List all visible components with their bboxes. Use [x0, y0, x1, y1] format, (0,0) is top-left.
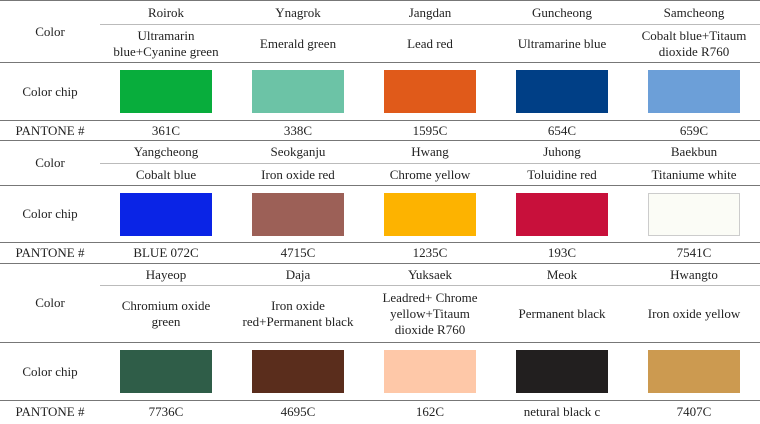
- color-chip: [516, 192, 608, 236]
- pigment-name: Meok: [496, 263, 628, 286]
- table-row: PANTONE # BLUE 072C 4715C 1235C 193C 7541C: [0, 242, 760, 264]
- pigment-composition: Iron oxide red+Permanent black: [232, 285, 364, 343]
- pigment-name: Jangdan: [364, 0, 496, 25]
- pigment-composition: Toluidine red: [496, 163, 628, 186]
- color-chip: [384, 350, 476, 393]
- pigment-composition: Iron oxide red: [232, 163, 364, 186]
- row-label: PANTONE #: [0, 242, 100, 264]
- chip-cell: [496, 342, 628, 401]
- color-chip: [648, 70, 740, 113]
- pigment-composition: Iron oxide yellow: [628, 285, 760, 343]
- table-row: Color chip: [0, 62, 760, 121]
- chip-cell: [628, 185, 760, 243]
- pigment-composition: Chromium oxide green: [100, 285, 232, 343]
- pantone-code: 1595C: [364, 120, 496, 141]
- color-chip: [384, 192, 476, 236]
- chip-cell: [100, 342, 232, 401]
- table-row: Color chip: [0, 342, 760, 401]
- pigment-name: Hwang: [364, 140, 496, 164]
- pantone-code: 654C: [496, 120, 628, 141]
- color-chip: [252, 70, 344, 113]
- pigment-name: Hwangto: [628, 263, 760, 286]
- row-label: PANTONE #: [0, 400, 100, 424]
- pigment-composition: Emerald green: [232, 24, 364, 63]
- table-row: Color Yangcheong Seokganju Hwang Juhong Baekb…: [0, 140, 760, 186]
- pantone-code: 162C: [364, 400, 496, 424]
- pantone-code: 659C: [628, 120, 760, 141]
- table-row: Color Roirok Ynagrok Jangdan Guncheong Samche…: [0, 0, 760, 63]
- pigment-name: Guncheong: [496, 0, 628, 25]
- pigment-composition: Cobalt blue: [100, 163, 232, 186]
- chip-cell: [628, 342, 760, 401]
- color-chip: [648, 192, 740, 236]
- pigment-name: Yangcheong: [100, 140, 232, 164]
- color-chip: [252, 192, 344, 236]
- pigment-name: Juhong: [496, 140, 628, 164]
- pigment-name: Hayeop: [100, 263, 232, 286]
- pantone-code: 193C: [496, 242, 628, 264]
- chip-cell: [100, 62, 232, 121]
- row-label: Color: [0, 0, 100, 63]
- chip-cell: [232, 342, 364, 401]
- row-label: Color: [0, 140, 100, 186]
- chip-cell: [232, 185, 364, 243]
- chip-cell: [364, 185, 496, 243]
- pantone-code: 7541C: [628, 242, 760, 264]
- pantone-code: 361C: [100, 120, 232, 141]
- pantone-code: BLUE 072C: [100, 242, 232, 264]
- table-row: Chromium oxide green Iron oxide red+Perma…: [0, 285, 760, 343]
- pantone-code: 7407C: [628, 400, 760, 424]
- pantone-code: netural black c: [496, 400, 628, 424]
- table-row: Cobalt blue Iron oxide red Chrome yellow To…: [0, 163, 760, 186]
- color-chip: [120, 70, 212, 113]
- table-row: PANTONE #361C 338C 1595C 654C 659C: [0, 120, 760, 141]
- color-chip: [516, 350, 608, 393]
- row-label: Color chip: [0, 62, 100, 121]
- chip-cell: [628, 62, 760, 121]
- row-label: PANTONE #: [0, 120, 100, 141]
- chip-cell: [364, 342, 496, 401]
- table-row: Color Hayeop Daja Yuksaek Meok Hwangto: [0, 263, 760, 343]
- table-row: Ultramarin blue+Cyanine green Emerald gre…: [0, 24, 760, 63]
- table-row: PANTONE #7736C 4695C 162C netural black c 74…: [0, 400, 760, 424]
- color-chip: [384, 70, 476, 113]
- color-chip: [120, 192, 212, 236]
- pigment-name: Ynagrok: [232, 0, 364, 25]
- row-label: Color chip: [0, 185, 100, 243]
- pigment-composition: Leadred+ Chrome yellow+Titaum dioxide R7…: [364, 285, 496, 343]
- color-chip: [516, 70, 608, 113]
- pigment-name: Samcheong: [628, 0, 760, 25]
- pigment-name: Baekbun: [628, 140, 760, 164]
- row-label: Color: [0, 263, 100, 343]
- pigment-name: Yuksaek: [364, 263, 496, 286]
- pantone-code: 7736C: [100, 400, 232, 424]
- pigment-composition: Ultramarine blue: [496, 24, 628, 63]
- pigment-name: Roirok: [100, 0, 232, 25]
- pigment-composition: Titaniume white: [628, 163, 760, 186]
- pigment-composition: Permanent black: [496, 285, 628, 343]
- chip-cell: [364, 62, 496, 121]
- pigment-name: Seokganju: [232, 140, 364, 164]
- row-label: Color chip: [0, 342, 100, 401]
- chip-cell: [496, 62, 628, 121]
- pigment-composition: Chrome yellow: [364, 163, 496, 186]
- table-row: Color chip: [0, 185, 760, 243]
- pantone-code: 338C: [232, 120, 364, 141]
- chip-cell: [232, 62, 364, 121]
- pigment-composition: Lead red: [364, 24, 496, 63]
- color-chip: [648, 350, 740, 393]
- pantone-code: 4715C: [232, 242, 364, 264]
- pantone-code: 4695C: [232, 400, 364, 424]
- color-chip: [120, 350, 212, 393]
- pigment-name: Daja: [232, 263, 364, 286]
- pigment-composition: Cobalt blue+Titaum dioxide R760: [628, 24, 760, 63]
- pigment-composition: Ultramarin blue+Cyanine green: [100, 24, 232, 63]
- chip-cell: [100, 185, 232, 243]
- color-chip: [252, 350, 344, 393]
- chip-cell: [496, 185, 628, 243]
- pantone-code: 1235C: [364, 242, 496, 264]
